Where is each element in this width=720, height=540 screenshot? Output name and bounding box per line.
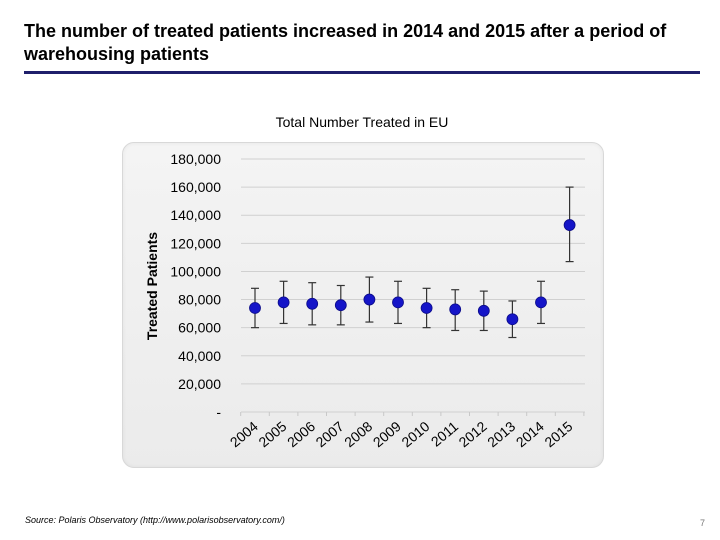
y-tick-label: - xyxy=(216,404,221,420)
title-rule xyxy=(24,71,700,74)
x-tick-label: 2009 xyxy=(370,418,404,450)
y-tick-label: 160,000 xyxy=(170,179,221,195)
x-tick-label: 2013 xyxy=(484,418,518,450)
data-point xyxy=(306,297,319,310)
data-point xyxy=(277,296,290,309)
chart-title: Total Number Treated in EU xyxy=(275,114,449,130)
y-tick-label: 120,000 xyxy=(170,235,221,251)
y-tick-label: 60,000 xyxy=(178,320,221,336)
data-point xyxy=(392,296,404,309)
data-point xyxy=(563,219,576,231)
x-tick-label: 2005 xyxy=(255,418,289,450)
x-tick-label: 2004 xyxy=(227,418,261,450)
data-point xyxy=(535,296,547,309)
data-point xyxy=(363,293,376,306)
data-point xyxy=(249,302,261,314)
y-tick-label: 20,000 xyxy=(178,376,221,392)
gridlines xyxy=(240,158,585,416)
x-tick-label: 2011 xyxy=(428,418,462,450)
source-note: Source: Polaris Observatory (http://www.… xyxy=(25,515,285,525)
x-tick-label: 2015 xyxy=(541,418,575,450)
data-point xyxy=(420,302,433,314)
x-tick-labels: 2004200520062007200820092010201120122013… xyxy=(227,418,576,450)
x-tick-label: 2010 xyxy=(398,418,432,450)
data-point xyxy=(334,299,347,312)
page-number: 7 xyxy=(700,518,706,528)
chart-panel xyxy=(122,142,604,468)
y-tick-labels: - 20,000 40,000 60,000 80,000 100,000 120,000 1… xyxy=(170,151,221,420)
x-tick-label: 2007 xyxy=(313,418,347,450)
x-tick-label: 2006 xyxy=(284,418,318,450)
y-tick-label: 100,000 xyxy=(170,263,221,279)
data-point xyxy=(477,304,490,317)
y-axis-label: Treated Patients xyxy=(144,232,160,340)
x-tick-label: 2008 xyxy=(341,418,375,450)
y-tick-label: 140,000 xyxy=(170,207,221,223)
slide-title: The number of treated patients increased… xyxy=(24,21,667,64)
y-tick-label: 40,000 xyxy=(178,348,221,364)
x-tick-label: 2012 xyxy=(456,418,490,450)
data-point xyxy=(506,313,519,326)
x-tick-label: 2014 xyxy=(513,418,547,450)
data-points xyxy=(249,219,576,326)
y-tick-label: 180,000 xyxy=(170,151,221,167)
error-bars xyxy=(251,186,574,339)
data-point xyxy=(449,303,462,316)
y-tick-label: 80,000 xyxy=(178,292,221,308)
